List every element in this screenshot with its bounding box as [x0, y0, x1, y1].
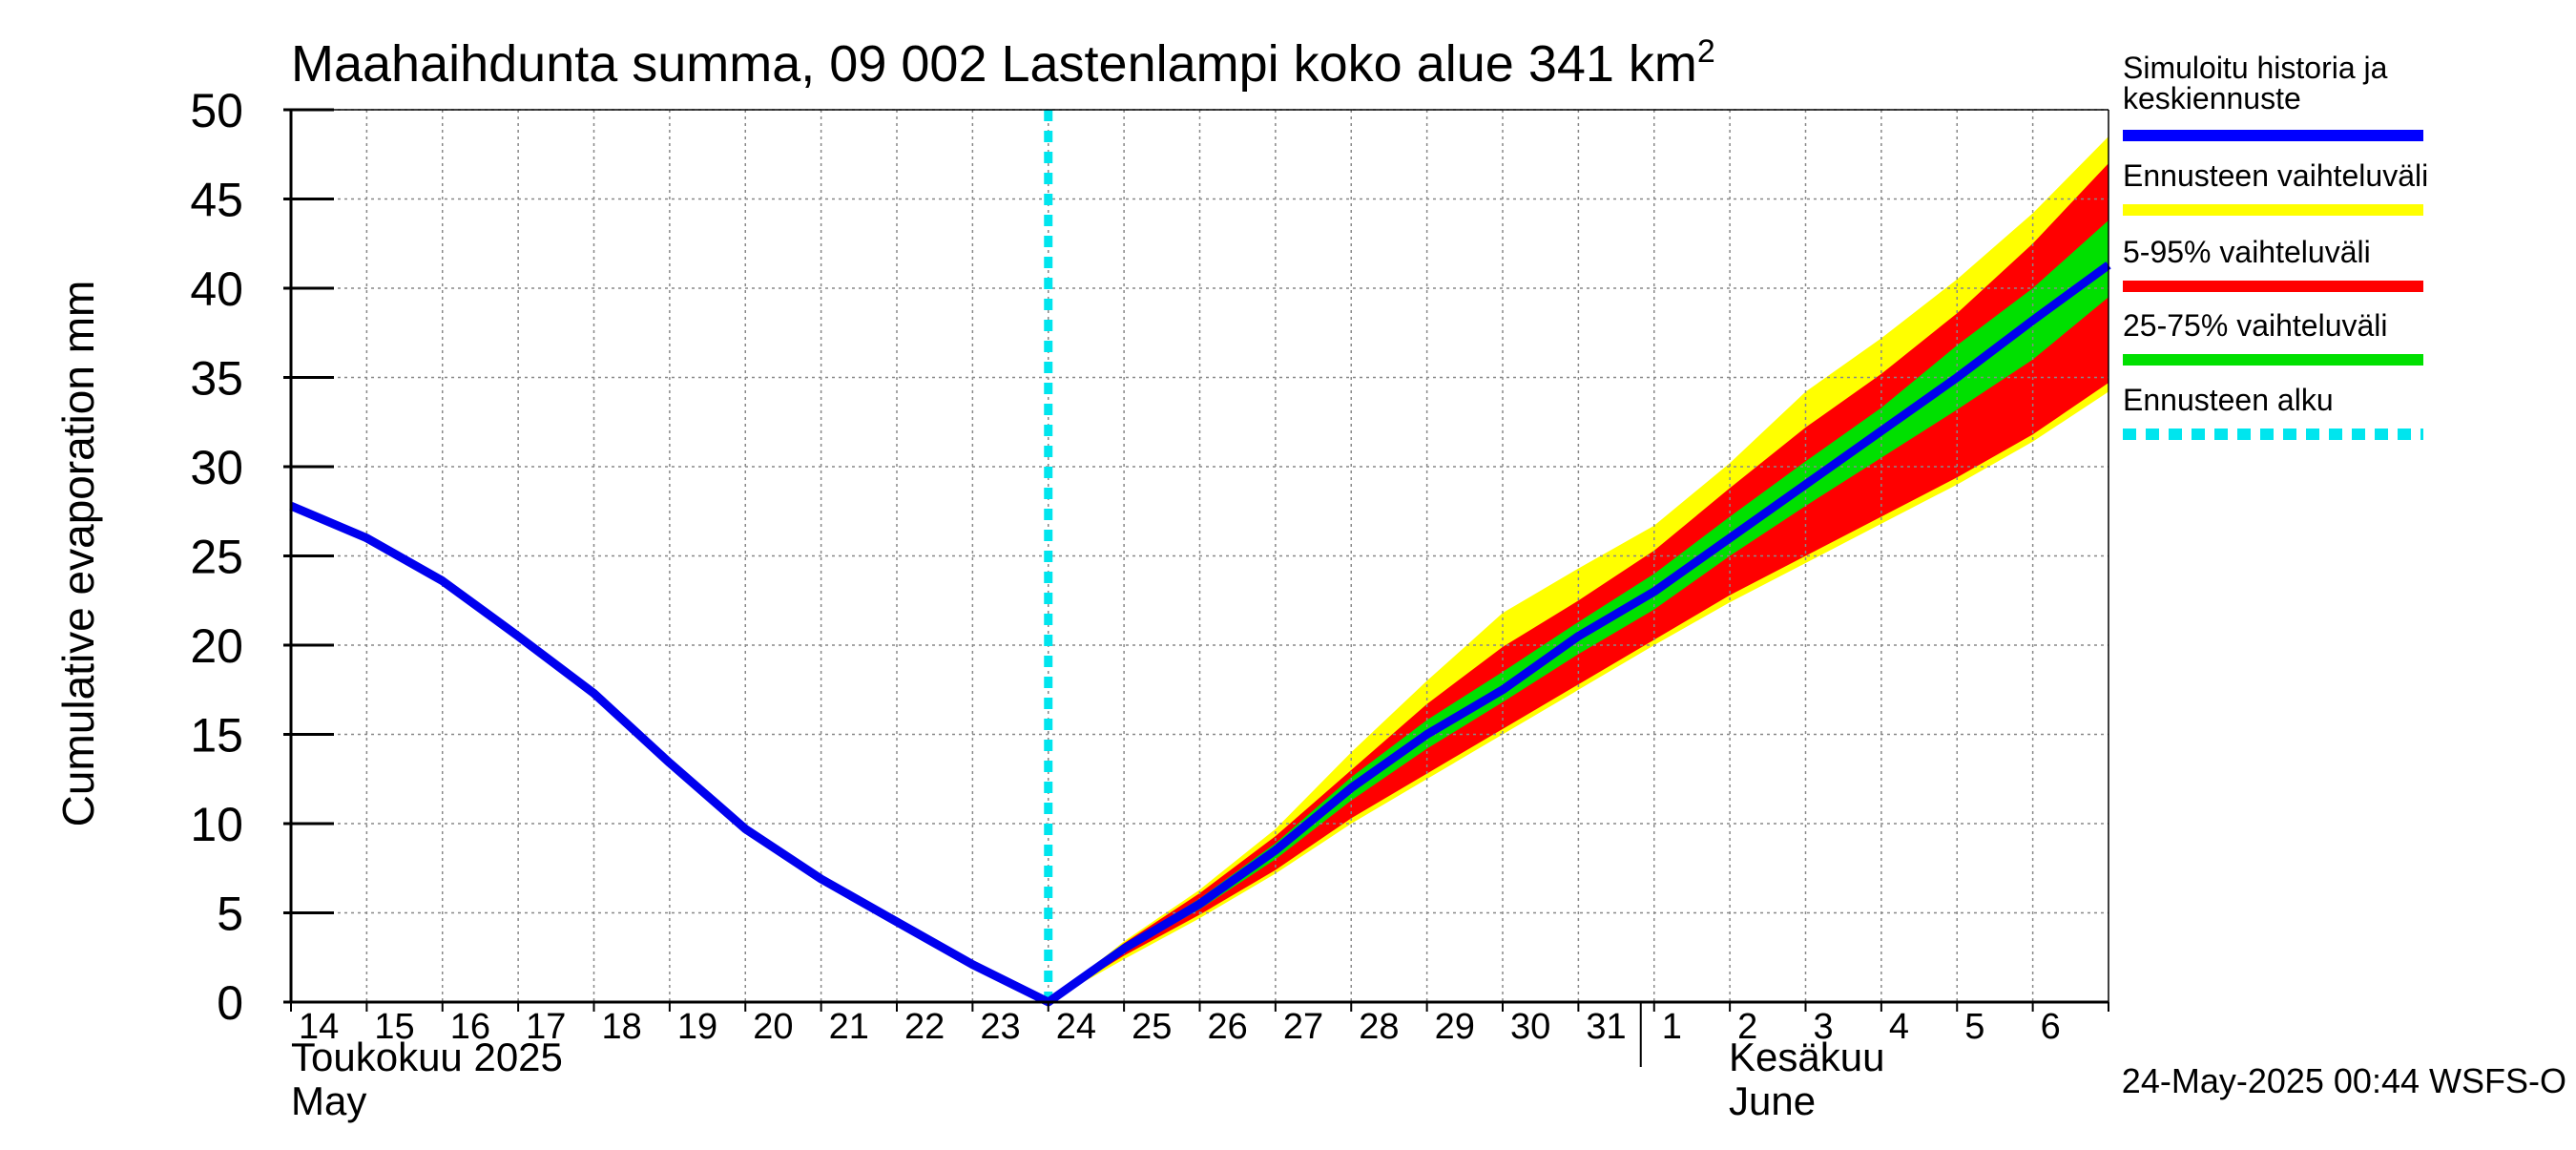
grid-lines [291, 109, 2109, 1002]
y-tick-label: 35 [190, 352, 243, 406]
x-tick-label: 30 [1510, 1007, 1550, 1047]
x-tick-label: 22 [904, 1007, 945, 1047]
x-tick-label: 3 [1814, 1007, 1834, 1047]
x-tick-label: 19 [677, 1007, 717, 1047]
y-tick-label: 25 [190, 531, 243, 584]
month-label-june-en: June [1729, 1078, 1816, 1123]
x-tick-label: 5 [1964, 1007, 1984, 1047]
series-lines [289, 110, 2111, 1007]
y-tick-label: 40 [190, 262, 243, 316]
legend-label: Ennusteen vaihteluväli [2123, 158, 2428, 193]
x-tick-label: 17 [526, 1007, 566, 1047]
month-label-may-fi: Toukokuu 2025 [291, 1035, 563, 1079]
x-tick-label: 24 [1056, 1007, 1096, 1047]
chart-title-main: Maahaihdunta summa, 09 002 Lastenlampi k… [291, 35, 1697, 93]
y-tick-label: 20 [190, 619, 243, 673]
forecast-bands [1048, 136, 2109, 1003]
month-label-june-fi: Kesäkuu [1729, 1035, 1884, 1079]
x-tick-label: 1 [1662, 1007, 1682, 1047]
x-tick-label: 28 [1359, 1007, 1399, 1047]
legend-label: keskiennuste [2123, 81, 2301, 115]
x-tick-label: 15 [374, 1007, 414, 1047]
x-tick-label: 27 [1283, 1007, 1323, 1047]
legend-label: 25-75% vaihteluväli [2123, 308, 2388, 343]
y-axis-label: Cumulative evaporation mm [53, 281, 103, 827]
x-tick-label: 16 [450, 1007, 490, 1047]
x-axis-ticks: 14 15 16 17 18 19 20 21 22 23 24 25 26 27 28 29 30 31 1 2 3 4… [290, 1002, 2109, 1047]
y-tick-label: 15 [190, 709, 243, 763]
x-tick-label: 18 [602, 1007, 642, 1047]
x-tick-label: 29 [1435, 1007, 1475, 1047]
footer-timestamp: 24-May-2025 00:44 WSFS-O [2122, 1061, 2566, 1100]
y-tick-label: 30 [190, 441, 243, 494]
x-tick-label: 31 [1586, 1007, 1626, 1047]
legend-label: 5-95% vaihteluväli [2123, 235, 2371, 269]
series-line-median [289, 261, 2111, 1007]
x-tick-label: 2 [1737, 1007, 1757, 1047]
x-tick-label: 25 [1132, 1007, 1172, 1047]
y-tick-label: 10 [190, 798, 243, 851]
x-tick-label: 26 [1208, 1007, 1248, 1047]
x-tick-label: 14 [299, 1007, 339, 1047]
y-tick-label: 5 [217, 888, 243, 941]
x-tick-label: 4 [1889, 1007, 1909, 1047]
legend-label: Simuloitu historia ja [2123, 51, 2388, 85]
legend-label: Ennusteen alku [2123, 383, 2334, 417]
y-tick-label: 45 [190, 174, 243, 227]
chart-title: Maahaihdunta summa, 09 002 Lastenlampi k… [291, 33, 1715, 93]
band-forecast-range [1048, 136, 2109, 1002]
chart-title-superscript: 2 [1697, 33, 1715, 70]
x-tick-label: 20 [753, 1007, 793, 1047]
x-tick-label: 21 [829, 1007, 869, 1047]
x-tick-label: 6 [2041, 1007, 2061, 1047]
y-axis-ticks: 0 5 10 15 20 25 30 35 40 45 50 [190, 84, 334, 1030]
y-tick-label: 0 [217, 976, 243, 1030]
y-tick-label: 50 [190, 84, 243, 137]
x-tick-label: 23 [980, 1007, 1020, 1047]
month-label-may-en: May [291, 1078, 366, 1123]
